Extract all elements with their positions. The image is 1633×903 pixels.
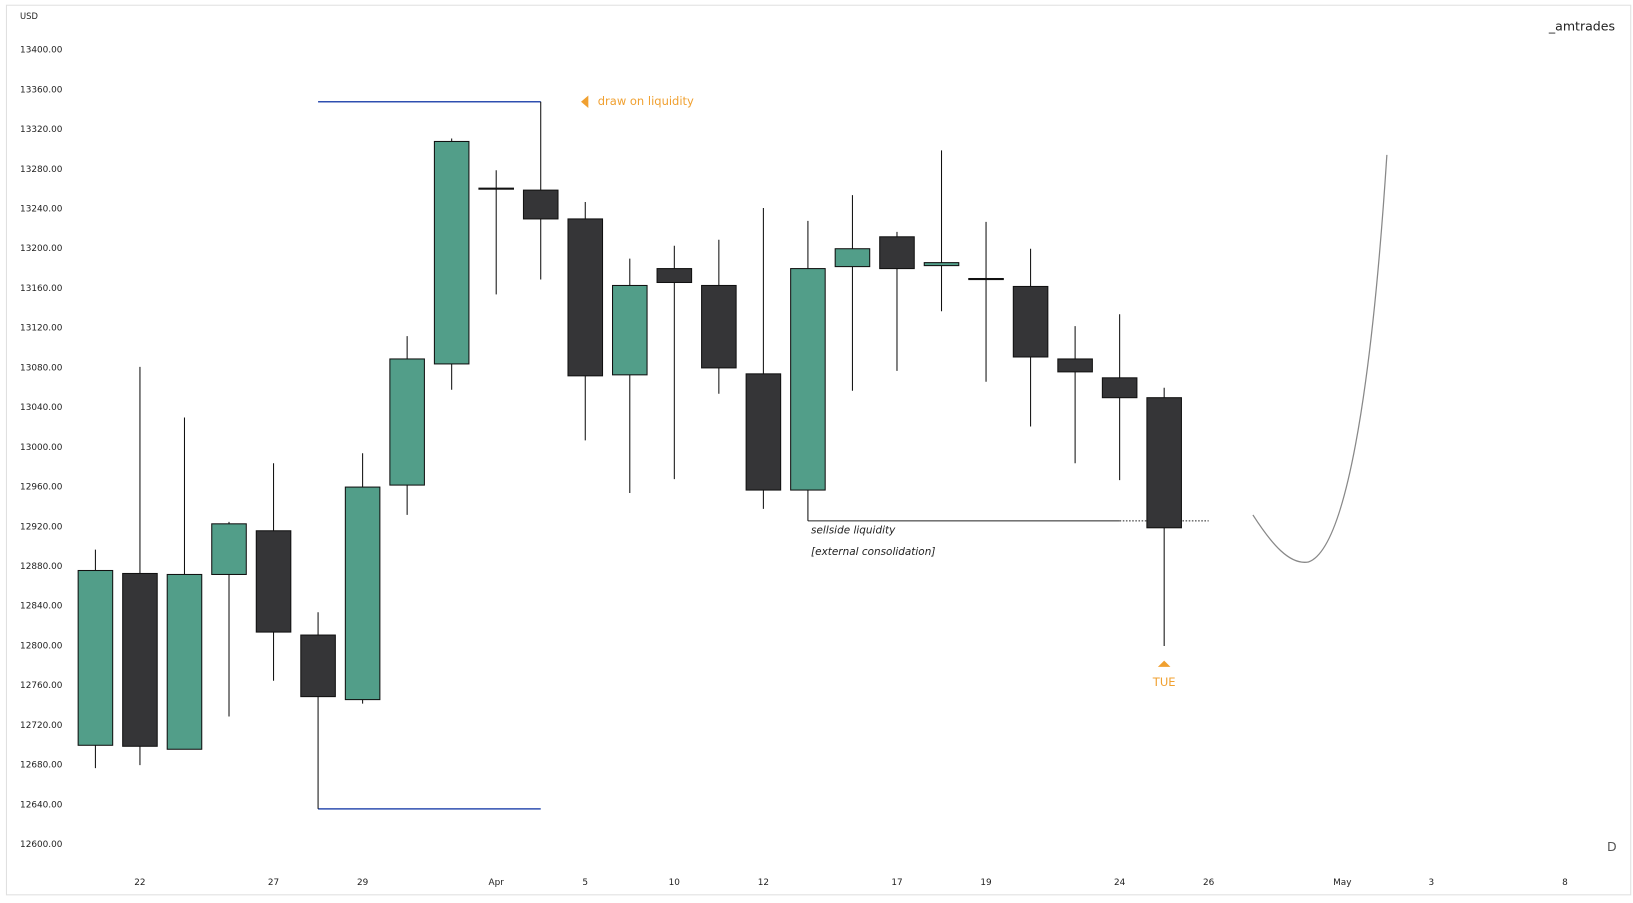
x-tick-label: 29 bbox=[357, 878, 369, 888]
x-tick-label: 24 bbox=[1114, 878, 1126, 888]
x-tick-label: 5 bbox=[582, 878, 588, 888]
y-tick-label: 12720.00 bbox=[20, 721, 63, 731]
x-tick-label: 22 bbox=[134, 878, 145, 888]
x-tick-label: 19 bbox=[980, 878, 992, 888]
y-tick-label: 13080.00 bbox=[20, 363, 63, 373]
candle-body bbox=[300, 634, 336, 698]
y-tick-label: 13200.00 bbox=[20, 244, 63, 254]
candle-body bbox=[1146, 397, 1182, 529]
y-tick-label: 13280.00 bbox=[20, 165, 63, 175]
y-tick-label: 13320.00 bbox=[20, 125, 63, 135]
x-tick-label: Apr bbox=[489, 878, 505, 888]
y-tick-label: 12960.00 bbox=[20, 483, 63, 493]
candle-body bbox=[1012, 285, 1049, 358]
x-tick-label: 10 bbox=[669, 878, 681, 888]
level-label: [external consolidation] bbox=[811, 546, 935, 558]
x-tick-label: May bbox=[1333, 878, 1351, 888]
candle-body bbox=[1057, 358, 1093, 373]
candle-body bbox=[77, 569, 114, 746]
x-tick-label: 3 bbox=[1429, 878, 1435, 888]
x-tick-label: 12 bbox=[758, 878, 769, 888]
annotation: TUE bbox=[1152, 675, 1176, 689]
candle-body bbox=[478, 187, 514, 190]
y-tick-label: 13040.00 bbox=[20, 403, 63, 413]
x-tick-label: 8 bbox=[1562, 878, 1568, 888]
projection-curve bbox=[1252, 154, 1388, 563]
y-tick-label: 12800.00 bbox=[20, 641, 63, 651]
y-tick-label: 12600.00 bbox=[20, 840, 63, 850]
y-tick-label: 13360.00 bbox=[20, 85, 63, 95]
candle-body bbox=[879, 236, 915, 270]
y-tick-label: 13400.00 bbox=[20, 46, 63, 56]
x-tick-label: 27 bbox=[268, 878, 279, 888]
candle-body bbox=[389, 358, 425, 486]
interval-label: D bbox=[1607, 839, 1617, 854]
y-tick-label: 13240.00 bbox=[20, 204, 63, 214]
candle-body bbox=[612, 284, 648, 376]
candle-body bbox=[522, 189, 559, 220]
candle-body bbox=[255, 530, 292, 633]
y-tick-label: 13120.00 bbox=[20, 324, 63, 334]
y-axis-label: USD bbox=[20, 11, 38, 21]
candle-body bbox=[656, 268, 693, 284]
y-tick-label: 12760.00 bbox=[20, 681, 63, 691]
y-tick-label: 12920.00 bbox=[20, 522, 63, 532]
y-tick-label: 12880.00 bbox=[20, 562, 63, 572]
level-label: sellside liquidity bbox=[811, 524, 896, 536]
candle-body bbox=[923, 262, 960, 267]
candle-body bbox=[790, 268, 826, 491]
y-tick-label: 12840.00 bbox=[20, 602, 63, 612]
y-tick-label: 12680.00 bbox=[20, 761, 63, 771]
candle-body bbox=[567, 218, 604, 377]
candle-body bbox=[122, 572, 158, 747]
marker-arrow bbox=[1157, 660, 1171, 667]
candle-body bbox=[1101, 377, 1138, 399]
candle-body bbox=[968, 277, 1004, 281]
candle-body bbox=[166, 573, 203, 750]
candle-body bbox=[745, 373, 782, 491]
candle-body bbox=[701, 284, 737, 369]
candle-body bbox=[344, 486, 381, 701]
x-tick-label: 26 bbox=[1203, 878, 1215, 888]
y-tick-label: 13160.00 bbox=[20, 284, 63, 294]
y-tick-label: 12640.00 bbox=[20, 800, 63, 810]
annotation: draw on liquidity bbox=[598, 94, 694, 108]
candle-body bbox=[433, 140, 470, 365]
y-tick-label: 13000.00 bbox=[20, 443, 63, 453]
candle-body bbox=[834, 248, 871, 268]
candle-body bbox=[211, 523, 247, 575]
watermark: _amtrades bbox=[1548, 19, 1615, 34]
marker-arrow bbox=[581, 95, 589, 109]
x-tick-label: 17 bbox=[891, 878, 902, 888]
